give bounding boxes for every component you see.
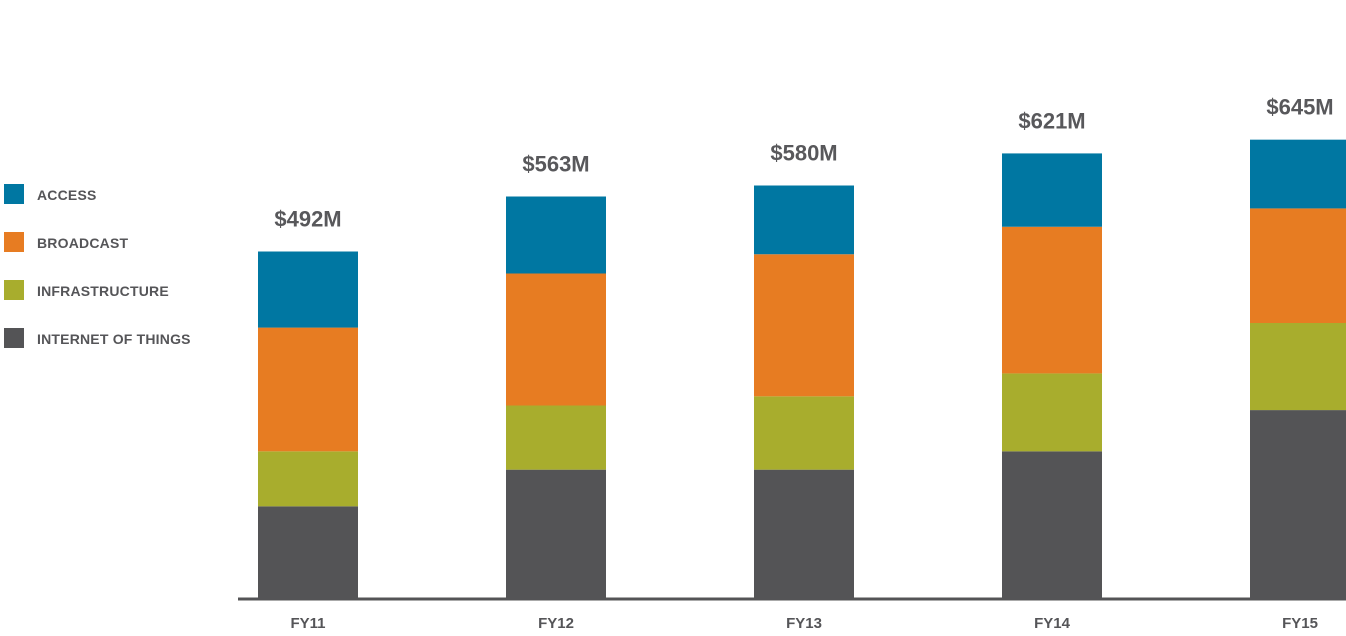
bar-segment-internet-of-things-fy15 [1250, 410, 1346, 598]
bar-segment-infrastructure-fy13 [754, 396, 854, 470]
bar-segment-access-fy11 [258, 251, 358, 328]
bar-segment-access-fy14 [1002, 153, 1102, 227]
bar-total-label: $621M [1018, 108, 1085, 133]
bar-segment-internet-of-things-fy11 [258, 506, 358, 598]
bar-total-label: $492M [274, 207, 341, 232]
x-tick-label: FY11 [290, 615, 325, 632]
bar-total-label: $563M [522, 152, 589, 177]
bar-segment-internet-of-things-fy14 [1002, 451, 1102, 598]
bar-segment-broadcast-fy12 [506, 273, 606, 406]
legend-swatch-broadcast [4, 232, 24, 252]
legend-label-infrastructure: INFRASTRUCTURE [37, 283, 169, 299]
legend-swatch-access [4, 184, 24, 204]
x-tick-label: FY12 [538, 615, 574, 632]
legend-label-access: ACCESS [37, 187, 97, 203]
bar-segment-access-fy15 [1250, 139, 1346, 209]
legend-swatch-infrastructure [4, 280, 24, 300]
bar-segment-broadcast-fy13 [754, 254, 854, 397]
bar-segment-infrastructure-fy12 [506, 405, 606, 470]
bar-segment-infrastructure-fy14 [1002, 373, 1102, 452]
legend-label-internet-of-things: INTERNET OF THINGS [37, 331, 191, 347]
bar-segment-infrastructure-fy11 [258, 451, 358, 507]
legend-swatch-internet-of-things [4, 328, 24, 348]
x-tick-label: FY14 [1034, 615, 1071, 632]
bar-segment-broadcast-fy14 [1002, 226, 1102, 374]
bar-total-label: $580M [770, 141, 837, 166]
x-tick-label: FY13 [786, 615, 822, 632]
legend-label-broadcast: BROADCAST [37, 235, 129, 251]
x-tick-label: FY15 [1282, 615, 1318, 632]
bar-segment-broadcast-fy15 [1250, 208, 1346, 323]
bar-segment-internet-of-things-fy12 [506, 469, 606, 598]
bar-segment-internet-of-things-fy13 [754, 469, 854, 598]
bar-total-label: $645M [1266, 95, 1333, 120]
bar-segment-broadcast-fy11 [258, 327, 358, 452]
bar-segment-access-fy12 [506, 196, 606, 274]
bar-segment-access-fy13 [754, 185, 854, 255]
bar-segment-infrastructure-fy15 [1250, 323, 1346, 411]
